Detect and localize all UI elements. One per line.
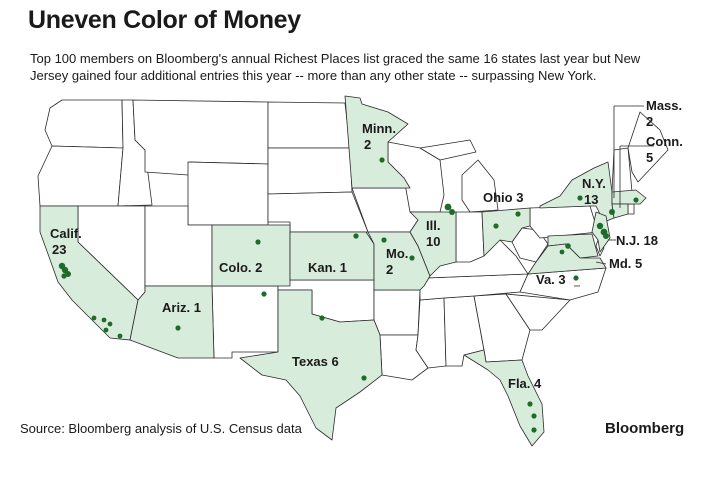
texas-shape <box>239 289 383 441</box>
rhode-island-shape <box>627 203 635 215</box>
label-ohio: Ohio 3 <box>483 190 523 205</box>
north-dakota-shape <box>267 101 351 149</box>
place-dot <box>409 255 415 261</box>
oregon-shape <box>37 145 124 207</box>
virginia-shape <box>527 243 607 275</box>
place-dot <box>603 233 609 239</box>
place-dot <box>577 195 583 201</box>
label-va: Va. 3 <box>536 272 566 287</box>
label-mo-count: 2 <box>386 262 393 277</box>
new-mexico-shape <box>211 285 279 359</box>
brand-logo-text: Bloomberg <box>605 420 685 437</box>
place-dot <box>573 275 579 281</box>
map-title: Uneven Color of Money <box>28 6 301 34</box>
label-colo: Colo. 2 <box>219 260 262 275</box>
leader-mass <box>613 105 644 198</box>
colorado-shape <box>211 224 291 287</box>
place-dot <box>117 333 123 339</box>
label-ariz: Ariz. 1 <box>162 300 201 315</box>
place-dot <box>255 239 261 245</box>
place-dot <box>319 315 325 321</box>
label-minn-count: 2 <box>364 137 371 152</box>
place-markers <box>58 157 639 433</box>
ohio-shape <box>481 207 531 257</box>
place-dot <box>633 197 639 203</box>
highlighted-states <box>39 95 647 447</box>
leader-lines <box>574 105 654 287</box>
place-dot <box>565 243 571 249</box>
label-conn-count: 5 <box>646 150 653 165</box>
label-ill-name: Ill. <box>426 218 440 233</box>
label-kan: Kan. 1 <box>308 260 347 275</box>
place-dot <box>596 222 604 230</box>
pennsylvania-shape <box>529 205 599 239</box>
michigan-shape <box>419 139 499 213</box>
place-dot <box>449 209 455 215</box>
california-shape <box>39 205 139 341</box>
base-states <box>37 99 669 381</box>
indiana-shape <box>455 211 485 263</box>
massachusetts-shape <box>611 189 647 205</box>
place-dot <box>531 413 537 419</box>
illinois-shape <box>409 211 457 277</box>
place-dot <box>531 427 537 433</box>
place-dot <box>261 291 267 297</box>
place-dot <box>361 375 367 381</box>
florida-shape <box>463 349 545 447</box>
label-calif-count: 23 <box>52 242 66 257</box>
place-dot <box>379 157 385 163</box>
label-mass-name: Mass. <box>646 98 682 113</box>
north-carolina-shape <box>519 267 607 301</box>
place-dot <box>61 273 67 279</box>
label-ny-count: 13 <box>584 192 598 207</box>
minnesota-shape <box>344 95 411 189</box>
place-dot <box>527 401 533 407</box>
label-ill-count: 10 <box>426 234 440 249</box>
label-minn-name: Minn. <box>362 121 396 136</box>
washington-shape <box>44 99 124 149</box>
place-dot <box>175 325 181 331</box>
map-subtitle: Top 100 members on Bloomberg's annual Ri… <box>30 51 641 83</box>
place-dot <box>107 321 113 327</box>
label-ny-name: N.Y. <box>582 176 606 191</box>
arkansas-shape <box>373 289 421 336</box>
place-dot <box>103 327 109 333</box>
label-nj: N.J. 18 <box>616 233 658 248</box>
place-dot <box>353 233 359 239</box>
south-dakota-shape <box>267 147 353 195</box>
label-mo-name: Mo. <box>386 246 408 261</box>
place-dot <box>91 315 97 321</box>
leader-md <box>595 261 607 265</box>
arizona-shape <box>129 285 215 359</box>
place-dot <box>559 249 565 255</box>
source-note: Source: Bloomberg analysis of U.S. Censu… <box>20 421 302 436</box>
leader-conn <box>619 145 654 208</box>
label-md: Md. 5 <box>609 256 642 271</box>
place-dot <box>609 209 615 215</box>
label-mass-count: 2 <box>646 114 653 129</box>
label-fla: Fla. 4 <box>508 376 542 391</box>
label-calif-name: Calif. <box>50 226 82 241</box>
place-dot <box>444 203 452 211</box>
place-dot <box>515 211 521 217</box>
label-conn-name: Conn. <box>646 134 683 149</box>
place-dot <box>101 317 107 323</box>
label-texas: Texas 6 <box>292 354 339 369</box>
place-dot <box>493 223 499 229</box>
place-dot <box>381 237 387 243</box>
wyoming-shape <box>187 161 269 226</box>
state-labels: Calif. 23 Ariz. 1 Colo. 2 Kan. 1 Texas 6… <box>50 98 683 391</box>
maine-shape <box>627 111 669 183</box>
south-carolina-shape <box>505 293 571 331</box>
